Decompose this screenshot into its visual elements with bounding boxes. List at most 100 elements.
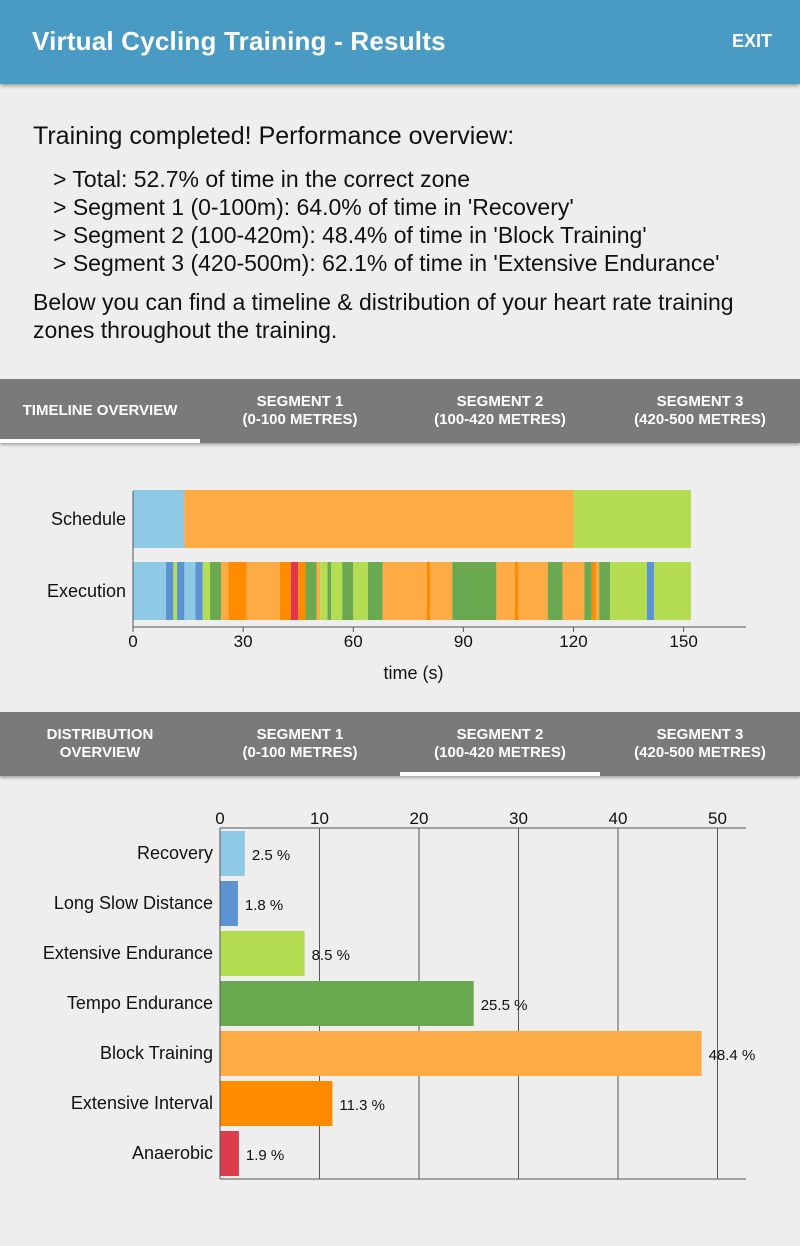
tab-timeline-segment-3[interactable]: SEGMENT 3 (420-500 METRES) <box>600 379 800 443</box>
tab-label-line1: SEGMENT 3 <box>656 393 744 410</box>
timeline-segment <box>591 562 596 620</box>
distribution-category-label: Block Training <box>100 1043 213 1063</box>
timeline-segment <box>210 562 222 620</box>
distribution-category-label: Tempo Endurance <box>67 993 213 1013</box>
distribution-category-label: Long Slow Distance <box>54 893 213 913</box>
summary-item-segment-1: > Segment 1 (0-100m): 64.0% of time in '… <box>53 194 574 220</box>
timeline-segment <box>382 562 427 620</box>
timeline-segment <box>173 562 178 620</box>
timeline-segment <box>184 490 574 548</box>
summary-item-segment-2: > Segment 2 (100-420m): 48.4% of time in… <box>53 222 647 248</box>
timeline-segment <box>320 562 328 620</box>
timeline-segment <box>599 562 611 620</box>
distribution-bar <box>220 1031 702 1076</box>
tab-label-line2: OVERVIEW <box>59 744 141 761</box>
timeline-segment <box>133 490 185 548</box>
tab-label-line1: SEGMENT 2 <box>456 726 544 743</box>
distribution-tab-bar: DISTRIBUTION OVERVIEW SEGMENT 1 (0-100 M… <box>0 712 800 776</box>
intro-text: Below you can find a timeline & distribu… <box>33 289 734 343</box>
tab-distribution-segment-2[interactable]: SEGMENT 2 (100-420 METRES) <box>400 712 600 776</box>
distribution-value-label: 25.5 % <box>481 997 528 1014</box>
timeline-tick-label: 90 <box>454 632 473 651</box>
tab-label-line1: SEGMENT 1 <box>256 726 344 743</box>
tab-label-line2: (420-500 METRES) <box>634 411 766 428</box>
timeline-segment <box>573 490 691 548</box>
timeline-segment <box>496 562 515 620</box>
timeline-segment <box>342 562 354 620</box>
summary-item-total: > Total: 52.7% of time in the correct zo… <box>53 166 470 192</box>
distribution-tick-label: 40 <box>609 809 628 828</box>
distribution-value-label: 48.4 % <box>709 1047 756 1064</box>
timeline-x-axis-title: time (s) <box>384 663 444 683</box>
summary-item-segment-3: > Segment 3 (420-500m): 62.1% of time in… <box>53 250 720 276</box>
distribution-value-label: 2.5 % <box>252 847 290 864</box>
timeline-row-label: Schedule <box>51 509 126 529</box>
tab-timeline-segment-1[interactable]: SEGMENT 1 (0-100 METRES) <box>200 379 400 443</box>
distribution-value-label: 11.3 % <box>339 1097 385 1114</box>
timeline-tab-bar: TIMELINE OVERVIEW SEGMENT 1 (0-100 METRE… <box>0 379 800 443</box>
timeline-segment <box>166 562 174 620</box>
distribution-bar <box>220 931 305 976</box>
tab-label-line1: SEGMENT 1 <box>256 393 344 410</box>
distribution-value-label: 1.8 % <box>245 897 283 914</box>
tab-distribution-overview[interactable]: DISTRIBUTION OVERVIEW <box>0 712 200 776</box>
timeline-segment <box>562 562 585 620</box>
tab-distribution-segment-1[interactable]: SEGMENT 1 (0-100 METRES) <box>200 712 400 776</box>
timeline-segment <box>202 562 211 620</box>
timeline-segment <box>518 562 548 620</box>
tab-label-line1: SEGMENT 2 <box>456 393 544 410</box>
distribution-category-label: Extensive Interval <box>71 1093 213 1113</box>
tab-label-line2: (100-420 METRES) <box>434 411 566 428</box>
timeline-tick-label: 60 <box>344 632 363 651</box>
timeline-segment <box>331 562 343 620</box>
timeline-segment <box>646 562 655 620</box>
timeline-tick-label: 30 <box>234 632 253 651</box>
app-bar: Virtual Cycling Training - Results EXIT <box>0 0 800 84</box>
summary-heading: Training completed! Performance overview… <box>33 122 515 150</box>
timeline-tick-label: 120 <box>559 632 587 651</box>
timeline-segment <box>228 562 247 620</box>
timeline-segment <box>246 562 280 620</box>
distribution-value-label: 1.9 % <box>246 1147 284 1164</box>
tab-label-line1: TIMELINE OVERVIEW <box>22 402 178 419</box>
distribution-bar <box>220 1081 333 1126</box>
timeline-segment <box>195 562 203 620</box>
tab-timeline-segment-2[interactable]: SEGMENT 2 (100-420 METRES) <box>400 379 600 443</box>
exit-button[interactable]: EXIT <box>731 31 772 51</box>
timeline-segment <box>353 562 368 620</box>
timeline-segment <box>367 562 383 620</box>
tab-label-line2: (420-500 METRES) <box>634 744 766 761</box>
timeline-segment <box>133 562 167 620</box>
timeline-segment <box>426 562 431 620</box>
distribution-tick-label: 0 <box>215 809 224 828</box>
distribution-tick-label: 50 <box>708 809 727 828</box>
tab-distribution-segment-3[interactable]: SEGMENT 3 (420-500 METRES) <box>600 712 800 776</box>
timeline-segment <box>305 562 317 620</box>
timeline-segment <box>514 562 519 620</box>
distribution-tick-label: 10 <box>310 809 329 828</box>
timeline-segment <box>221 562 229 620</box>
timeline-row-label: Execution <box>47 581 126 601</box>
timeline-segment <box>177 562 185 620</box>
timeline-segment <box>547 562 563 620</box>
summary-list: > Total: 52.7% of time in the correct zo… <box>53 165 720 277</box>
timeline-segment <box>327 562 332 620</box>
timeline-segment <box>298 562 306 620</box>
distribution-chart: 0 10 20 30 40 50 Recovery 2.5 % Long Slow Distan… <box>43 809 756 1180</box>
distribution-value-label: 8.5 % <box>312 947 350 964</box>
timeline-segment <box>316 562 321 620</box>
distribution-category-label: Anaerobic <box>132 1143 213 1163</box>
timeline-segment <box>584 562 592 620</box>
distribution-bar <box>220 1131 239 1176</box>
timeline-segment <box>279 562 291 620</box>
timeline-chart: Schedule Execution 0 30 60 90 120 150 time (s) <box>47 490 746 683</box>
distribution-category-label: Recovery <box>137 843 213 863</box>
timeline-segment <box>595 562 600 620</box>
tab-label-line2: (0-100 METRES) <box>242 744 358 761</box>
timeline-segment <box>610 562 647 620</box>
distribution-bar <box>220 981 474 1026</box>
tab-timeline-overview[interactable]: TIMELINE OVERVIEW <box>0 379 200 443</box>
timeline-segment <box>290 562 299 620</box>
timeline-segment <box>654 562 691 620</box>
timeline-segment <box>452 562 497 620</box>
